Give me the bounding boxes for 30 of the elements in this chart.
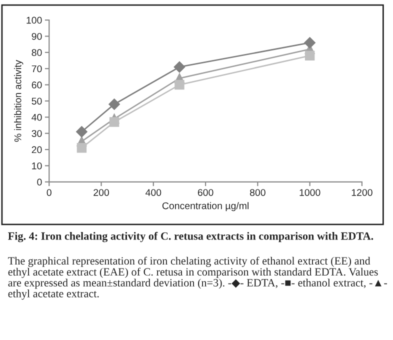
y-tick-label: 90: [32, 32, 42, 40]
y-tick-label: 50: [32, 98, 42, 105]
x-tick-label: 400: [146, 189, 162, 196]
point: [304, 50, 315, 61]
x-tick-label: 200: [94, 189, 109, 196]
point: [304, 37, 316, 48]
y-tick-label: 100: [26, 16, 42, 24]
y-tick-label: 80: [32, 49, 42, 56]
x-tick-label: 800: [250, 189, 266, 196]
x-tick-label: 0: [46, 189, 52, 196]
point: [108, 98, 120, 110]
point: [174, 61, 186, 73]
x-tick-label: 1000: [300, 189, 320, 196]
x-axis-title: Concentration µg/ml: [162, 202, 248, 212]
x-tick-label: 600: [198, 189, 214, 196]
y-tick-label: 0: [37, 178, 42, 186]
x-tick-label: 1200: [352, 189, 372, 196]
point: [174, 80, 184, 90]
y-tick-label: 20: [32, 146, 42, 154]
y-tick-label: 10: [32, 162, 42, 170]
y-tick-label: 60: [32, 82, 42, 88]
y-tick-label: 30: [32, 130, 42, 137]
text: The graphical representation of iron chelating activity of ethanol extract (EE) and ethyl acetate extract (EAE) of C. retusa in comparison with standard EDTA. Values are expressed as mean±standard deviation (n=3). -◆- EDTA, -■- ethanol extract, -▲- ethyl acetate extract.: [8, 256, 388, 300]
point: [76, 126, 88, 138]
caption: Fig. 4: Iron chelating activity of C. retusa extracts in comparison with EDTA.: [8, 232, 374, 242]
y-tick-label: 70: [32, 65, 42, 72]
y-axis-title: % inhibition activity: [14, 60, 24, 142]
point: [109, 117, 120, 127]
y-tick-label: 40: [32, 114, 42, 121]
point: [76, 143, 87, 153]
